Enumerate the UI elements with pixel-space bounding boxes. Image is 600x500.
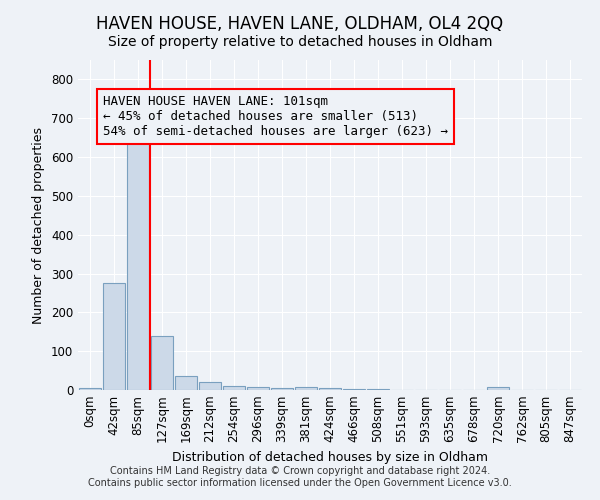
Bar: [223, 386, 245, 390]
Bar: [199, 382, 221, 390]
X-axis label: Distribution of detached houses by size in Oldham: Distribution of detached houses by size …: [172, 451, 488, 464]
Bar: [79, 388, 101, 390]
Bar: [247, 387, 269, 390]
Bar: [271, 388, 293, 390]
Bar: [151, 336, 173, 390]
Bar: [175, 376, 197, 390]
Text: HAVEN HOUSE, HAVEN LANE, OLDHAM, OL4 2QQ: HAVEN HOUSE, HAVEN LANE, OLDHAM, OL4 2QQ: [97, 15, 503, 33]
Y-axis label: Number of detached properties: Number of detached properties: [32, 126, 46, 324]
Bar: [127, 142, 149, 390]
Bar: [319, 388, 341, 390]
Text: HAVEN HOUSE HAVEN LANE: 101sqm
← 45% of detached houses are smaller (513)
54% of: HAVEN HOUSE HAVEN LANE: 101sqm ← 45% of …: [103, 95, 448, 138]
Text: Contains HM Land Registry data © Crown copyright and database right 2024.
Contai: Contains HM Land Registry data © Crown c…: [88, 466, 512, 487]
Bar: [103, 283, 125, 390]
Text: Size of property relative to detached houses in Oldham: Size of property relative to detached ho…: [108, 35, 492, 49]
Bar: [295, 386, 317, 390]
Bar: [367, 389, 389, 390]
Bar: [487, 388, 509, 390]
Bar: [343, 389, 365, 390]
